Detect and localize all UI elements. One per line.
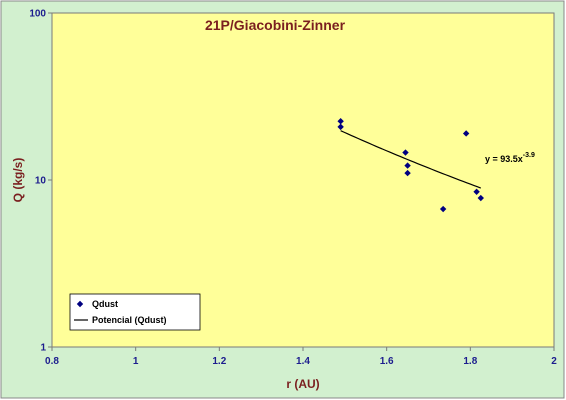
x-tick-label: 1.4 <box>296 356 310 367</box>
y-axis-ticks: 1 10 100 <box>29 9 52 354</box>
trendline-power-fit <box>340 130 481 189</box>
data-point-2 <box>337 123 344 131</box>
x-tick-label: 1.6 <box>380 356 394 367</box>
x-tick-label: 1 <box>133 356 139 367</box>
legend-box <box>69 293 201 331</box>
x-tick-label: 0.8 <box>45 356 59 367</box>
data-point-6 <box>439 205 447 213</box>
chart-title: 21P/Giacobini-Zinner <box>205 17 346 33</box>
trendline-equation: y = 93.5x-3.9 <box>485 152 535 164</box>
data-point-9 <box>477 194 484 202</box>
data-point-3 <box>402 149 409 156</box>
x-tick-label: 1.8 <box>463 356 477 367</box>
trendline-equation-base: y = 93.5x <box>485 154 523 164</box>
data-point-4 <box>404 162 411 169</box>
legend-marker-qdust <box>76 300 84 308</box>
legend-label-trend: Potencial (Qdust) <box>92 315 167 325</box>
legend-label-qdust: Qdust <box>92 299 118 309</box>
legend: Qdust Potencial (Qdust) <box>69 293 201 331</box>
data-point-8 <box>473 188 480 195</box>
y-tick-label: 1 <box>40 343 46 354</box>
trendline-equation-exponent: -3.9 <box>523 152 535 159</box>
x-tick-label: 1.2 <box>212 356 226 367</box>
x-tick-label: 2 <box>551 356 557 367</box>
x-axis-ticks: 0.8 1 1.2 1.4 1.6 1.8 2 <box>45 347 557 367</box>
x-axis-label: r (AU) <box>286 377 319 391</box>
plot-area <box>51 12 555 348</box>
data-point-5 <box>404 169 411 177</box>
data-point-7 <box>462 130 470 137</box>
y-tick-label: 10 <box>35 176 47 187</box>
y-tick-label: 100 <box>29 9 46 20</box>
data-point-1 <box>337 117 344 125</box>
data-points <box>337 117 484 213</box>
y-axis-label: Q (kg/s) <box>11 158 25 203</box>
